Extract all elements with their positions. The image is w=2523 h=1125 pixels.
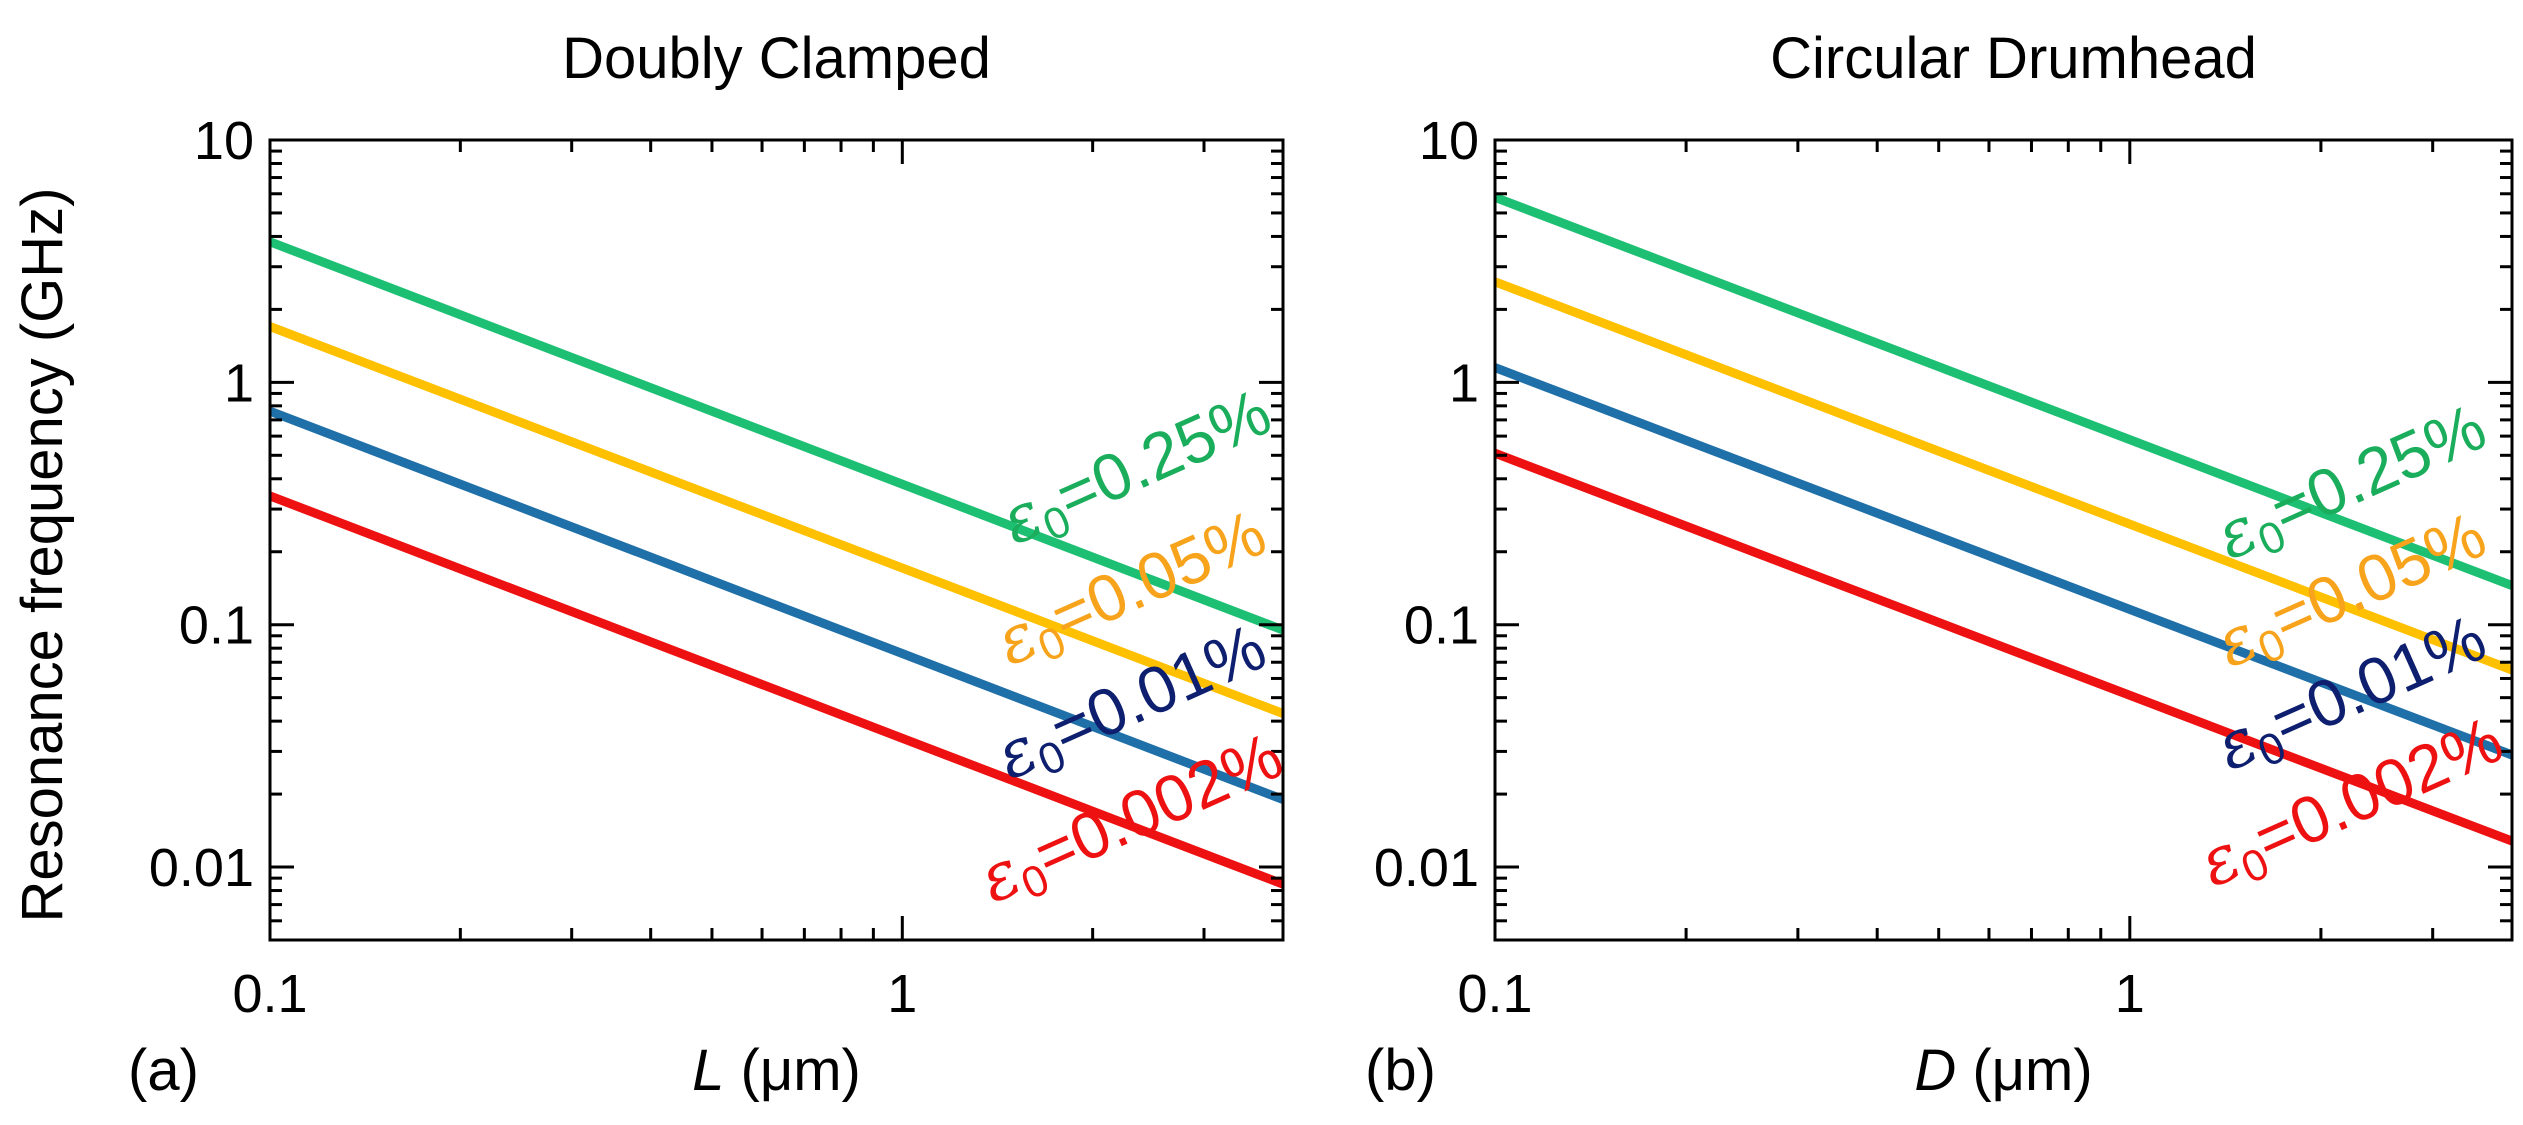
plot-frame — [1493, 138, 2514, 942]
x-tick-label: 1 — [887, 964, 917, 1024]
series-line-2 — [270, 322, 1283, 718]
x-axis-title: D (μm) — [1914, 1038, 2092, 1103]
x-axis-title: L (μm) — [692, 1038, 861, 1103]
panel-title: Circular Drumhead — [1770, 26, 2257, 91]
y-tick-label: 0.01 — [1374, 838, 1479, 898]
x-axis-variable: L — [692, 1038, 724, 1103]
series-line-3 — [270, 406, 1283, 804]
series-line-1 — [270, 237, 1283, 635]
x-axis-unit: (μm) — [1956, 1038, 2092, 1103]
y-tick-label: 1 — [224, 353, 254, 413]
panel-b: 0.1 1 0.01 0.1 1 10 Circular Drumhead D (μm) (b)… — [1365, 26, 2514, 1103]
y-tick-label: 10 — [194, 111, 254, 171]
y-tick-label: 0.1 — [179, 596, 254, 656]
y-tick-label: 1 — [1449, 353, 1479, 413]
y-tick-label: 10 — [1419, 111, 1479, 171]
series-line-2 — [1495, 277, 2512, 675]
panel-tag: (a) — [128, 1038, 199, 1103]
panel-tag: (b) — [1365, 1038, 1436, 1103]
x-tick-label: 0.1 — [232, 964, 307, 1024]
panel-title: Doubly Clamped — [562, 26, 991, 91]
plot-frame — [268, 138, 1285, 942]
x-axis-variable: D — [1914, 1038, 1956, 1103]
y-tick-label: 0.01 — [149, 838, 254, 898]
x-axis-unit: (μm) — [724, 1038, 860, 1103]
series-line-3 — [1495, 363, 2512, 760]
x-tick-label: 1 — [2115, 964, 2145, 1024]
y-tick-label: 0.1 — [1404, 596, 1479, 656]
series-line-1 — [1495, 193, 2512, 590]
series-line-4 — [270, 491, 1283, 889]
x-tick-label: 0.1 — [1457, 964, 1532, 1024]
series-line-4 — [1495, 448, 2512, 846]
y-axis-title: Resonance frequency (GHz) — [10, 188, 75, 923]
